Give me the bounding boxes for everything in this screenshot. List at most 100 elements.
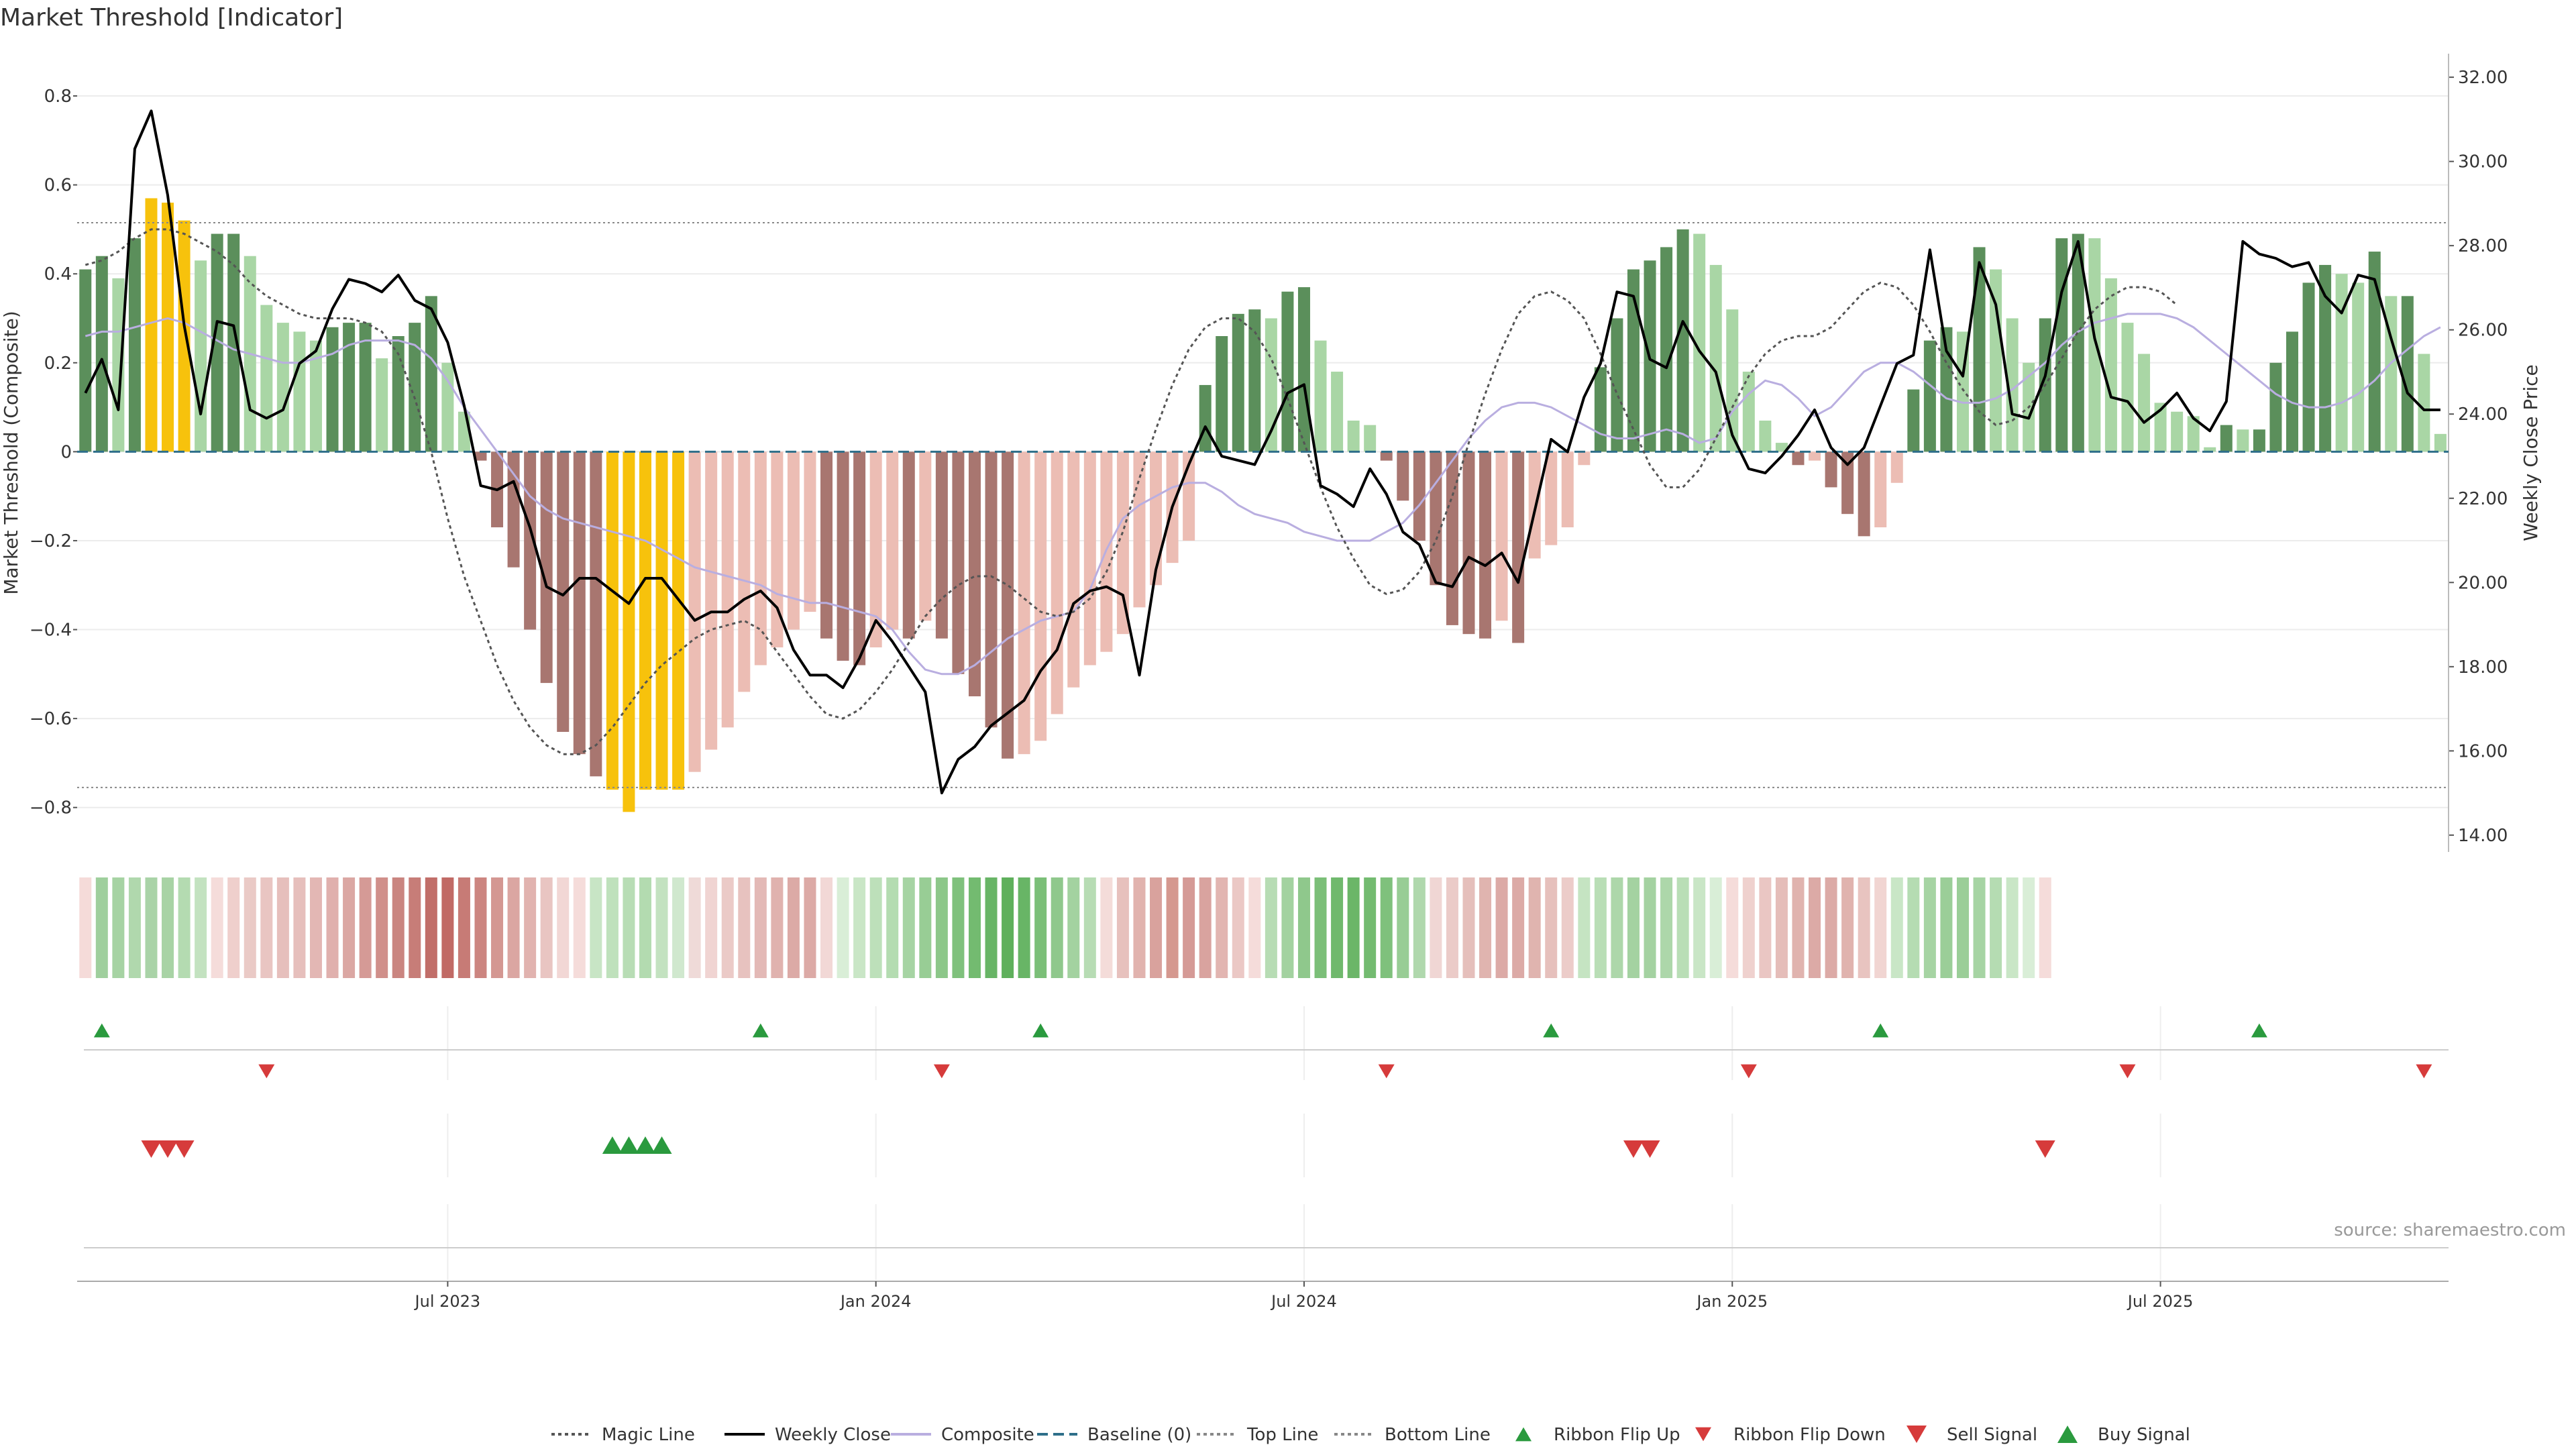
weekly-close-line [84,109,2440,795]
composite-bar [409,323,421,452]
ribbon-flip-up-marker [1872,1023,1889,1038]
ribbon-cell [1133,877,1146,978]
composite-bar [326,327,339,452]
ribbon-cell [1825,877,1837,978]
ribbon-cell [886,877,899,978]
ribbon-cell [474,877,487,978]
composite-bar [1380,451,1393,461]
legend-label: Sell Signal [1947,1425,2037,1445]
composite-bar [1809,451,1821,461]
composite-bar [309,340,322,452]
ribbon-flip-up-marker [93,1023,110,1038]
sell-signal-marker [1623,1140,1644,1158]
ribbon-cell [1578,877,1591,978]
composite-bar [1297,287,1310,452]
legend-label: Top Line [1246,1425,1318,1445]
ribbon-cell [557,877,570,978]
composite-bar [1199,384,1212,452]
ribbon-flip-down-marker [2416,1064,2432,1079]
ribbon-cell [1940,877,1953,978]
legend-label: Bottom Line [1385,1425,1491,1445]
composite-bar [1397,451,1409,501]
ribbon-cell [787,877,800,978]
ribbon-cell [623,877,635,978]
ribbon-flip-up-marker [2251,1023,2267,1038]
legend-label: Baseline (0) [1087,1425,1191,1445]
ribbon-cell [1545,877,1558,978]
composite-bar [2006,318,2019,452]
ribbon-cell [968,877,981,978]
composite-bar [293,331,306,452]
ribbon-cell [1809,877,1821,978]
composite-bar [1281,291,1294,452]
composite-bar [787,451,800,630]
ribbon-cell [1973,877,1986,978]
composite-bar [985,451,998,728]
y-axis-label: Market Threshold (Composite) [0,311,22,594]
legend: Magic Line Weekly Close Composite Baseline … [551,1425,2190,1445]
composite-bar [260,305,273,452]
y-axis: 0.8 0.6 0.4 0.2 0 −0.2 −0.4 −0.6 −0.8 [30,87,77,818]
ribbon-cell [1232,877,1244,978]
composite-bar [2138,354,2151,452]
ribbon-cell [1462,877,1475,978]
x-tick-label: Jul 2024 [1270,1292,1337,1311]
composite-bar [2187,416,2200,452]
composite-bar [1611,318,1623,452]
ribbon-cell [1199,877,1212,978]
ribbon-cell [1364,877,1377,978]
composite-bar [1792,451,1805,466]
source-note: source: sharemaestro.com [2334,1220,2566,1240]
ribbon-cell [985,877,998,978]
ribbon-flip-down-marker [933,1064,950,1079]
composite-bar [590,451,602,777]
ribbon-cell [409,877,421,978]
composite-bar [2335,274,2348,452]
composite-bar [95,256,108,452]
ribbon-cell [1726,877,1739,978]
legend-label: Buy Signal [2098,1425,2190,1445]
ribbon-cell [376,877,388,978]
ribbon-cell [2039,877,2051,978]
ribbon-cell [919,877,932,978]
composite-bar [2253,429,2265,452]
ribbon-cell [1430,877,1442,978]
series-lines [84,109,2441,795]
composite-bar [573,451,586,755]
composite-bar [1002,451,1014,759]
ribbon-cell [359,877,372,978]
composite-bar [902,451,915,639]
ribbon-cell [1347,877,1360,978]
composite-bar [474,451,487,461]
y2-tick-label: 32.00 [2458,68,2508,88]
ribbon-cell [1397,877,1409,978]
composite-bar [2418,354,2430,452]
legend-swatch [1695,1427,1711,1442]
y-tick-label: 0.2 [44,354,72,374]
composite-bar [606,451,619,790]
composite-bar [853,451,866,665]
composite-bar [359,323,372,452]
composite-bar [2154,402,2167,452]
composite-bar [128,238,141,452]
magic-line [85,228,2178,755]
composite-bar [1232,313,1244,452]
composite-bar [343,323,356,452]
ribbon-cell [425,877,437,978]
ribbon-cell [1956,877,1969,978]
ribbon-cell [573,877,586,978]
y2-axis: 32.00 30.00 28.00 26.00 24.00 22.00 20.00 18.00… [2448,54,2508,852]
ribbon-cell [1083,877,1096,978]
ribbon-cell [1413,877,1426,978]
ribbon-cell [1034,877,1047,978]
composite-bar [145,198,158,452]
composite-bar [1248,309,1261,452]
ribbon-cell [1495,877,1508,978]
composite-bar [524,451,537,630]
ribbon-cell [804,877,816,978]
composite-bar [1923,340,1936,452]
ribbon-cell [524,877,537,978]
ribbon-cell [441,877,454,978]
buy-signal-marker [602,1136,623,1154]
composite-bar [162,203,174,452]
